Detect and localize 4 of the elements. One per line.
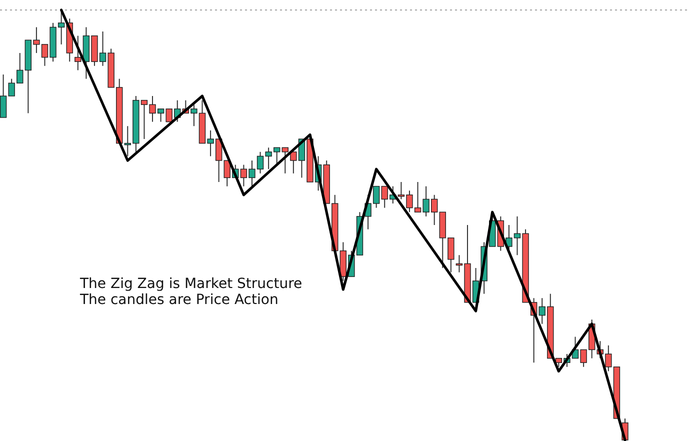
candlestick xyxy=(74,35,82,71)
candlestick xyxy=(282,147,288,174)
annotation: The Zig Zag is Market Structure xyxy=(79,276,302,292)
annotation: The candles are Price Action xyxy=(79,292,278,308)
